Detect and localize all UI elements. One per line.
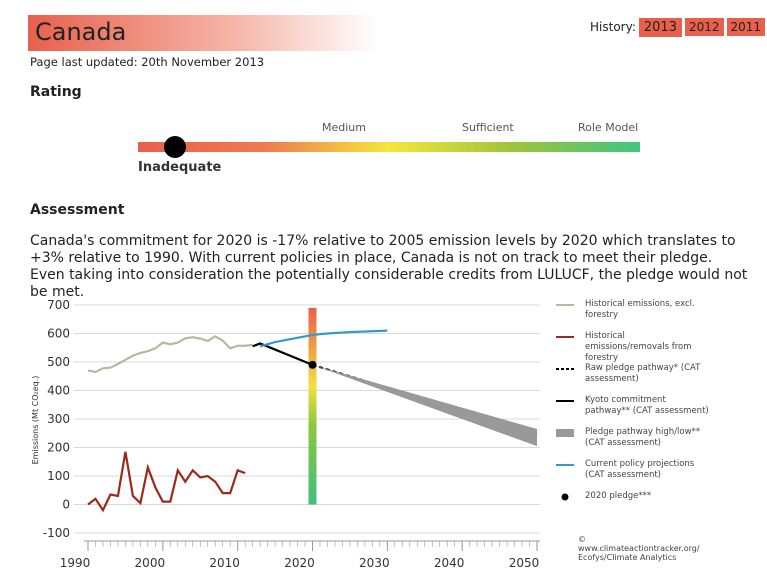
x-tick-label: 2050 — [509, 556, 540, 570]
assessment-text: Canada's commitment for 2020 is -17% rel… — [30, 233, 748, 300]
y-tick-label: 300 — [47, 412, 70, 426]
y-tick-label: 700 — [47, 298, 70, 312]
history-label: History: — [590, 20, 636, 34]
history-link[interactable]: 2013 — [638, 18, 682, 37]
y-tick-label: -100 — [43, 526, 70, 540]
rating-title: Rating — [30, 84, 82, 100]
year-2020-bar — [308, 307, 317, 505]
x-tick-label: 2000 — [135, 556, 166, 570]
history-link[interactable]: 2011 — [726, 18, 766, 36]
rating-level: Sufficient — [462, 121, 514, 134]
legend-label: Historical emissions, excl. forestry — [585, 299, 695, 320]
x-tick-label: 2020 — [284, 556, 315, 570]
assessment-title: Assessment — [30, 202, 125, 218]
legend-swatch — [556, 429, 574, 437]
x-tick-label: 2010 — [209, 556, 240, 570]
series-line — [259, 329, 388, 348]
y-tick-label: 500 — [47, 355, 70, 369]
rating-dot — [164, 136, 186, 158]
title: Canada — [35, 18, 127, 46]
x-tick-label: 1990 — [60, 556, 91, 570]
y-tick-label: 0 — [62, 498, 70, 512]
x-tick-label: 2040 — [434, 556, 465, 570]
y-tick-label: 200 — [47, 441, 70, 455]
legend-label: Pledge pathway high/low** (CAT assessmen… — [585, 427, 701, 448]
x-tick-label: 2030 — [359, 556, 390, 570]
legend-label: Current policy projections (CAT assessme… — [585, 459, 695, 480]
legend-swatch — [561, 493, 569, 501]
y-tick-label: 600 — [47, 327, 70, 341]
series-line — [252, 342, 313, 366]
rating-level: Role Model — [578, 121, 639, 134]
pledge-point — [308, 360, 317, 369]
rating-level: Medium — [322, 121, 366, 134]
history: History: 2013 2012 2011 — [590, 18, 766, 37]
series-line — [87, 451, 246, 513]
rating-bar — [138, 142, 640, 152]
legend-label: 2020 pledge*** — [585, 491, 652, 501]
y-tick-label: 400 — [47, 384, 70, 398]
legend-label: Historical emissions/removals from fores… — [585, 331, 692, 363]
series-line — [87, 335, 253, 374]
y-tick-label: 100 — [47, 469, 70, 483]
legend-label: Raw pledge pathway* (CAT assessment) — [585, 363, 701, 384]
credit: © www.climateactiontracker.org/ Ecofys/C… — [578, 535, 700, 562]
legend-label: Kyoto commitment pathway** (CAT assessme… — [585, 395, 709, 416]
pledge-range — [312, 364, 537, 447]
updated: Page last updated: 20th November 2013 — [30, 55, 265, 69]
y-axis-label: Emissions (Mt CO₂eq.) — [31, 376, 40, 465]
history-link[interactable]: 2012 — [684, 18, 724, 36]
rating-current: Inadequate — [138, 160, 222, 175]
title-box — [28, 15, 378, 51]
